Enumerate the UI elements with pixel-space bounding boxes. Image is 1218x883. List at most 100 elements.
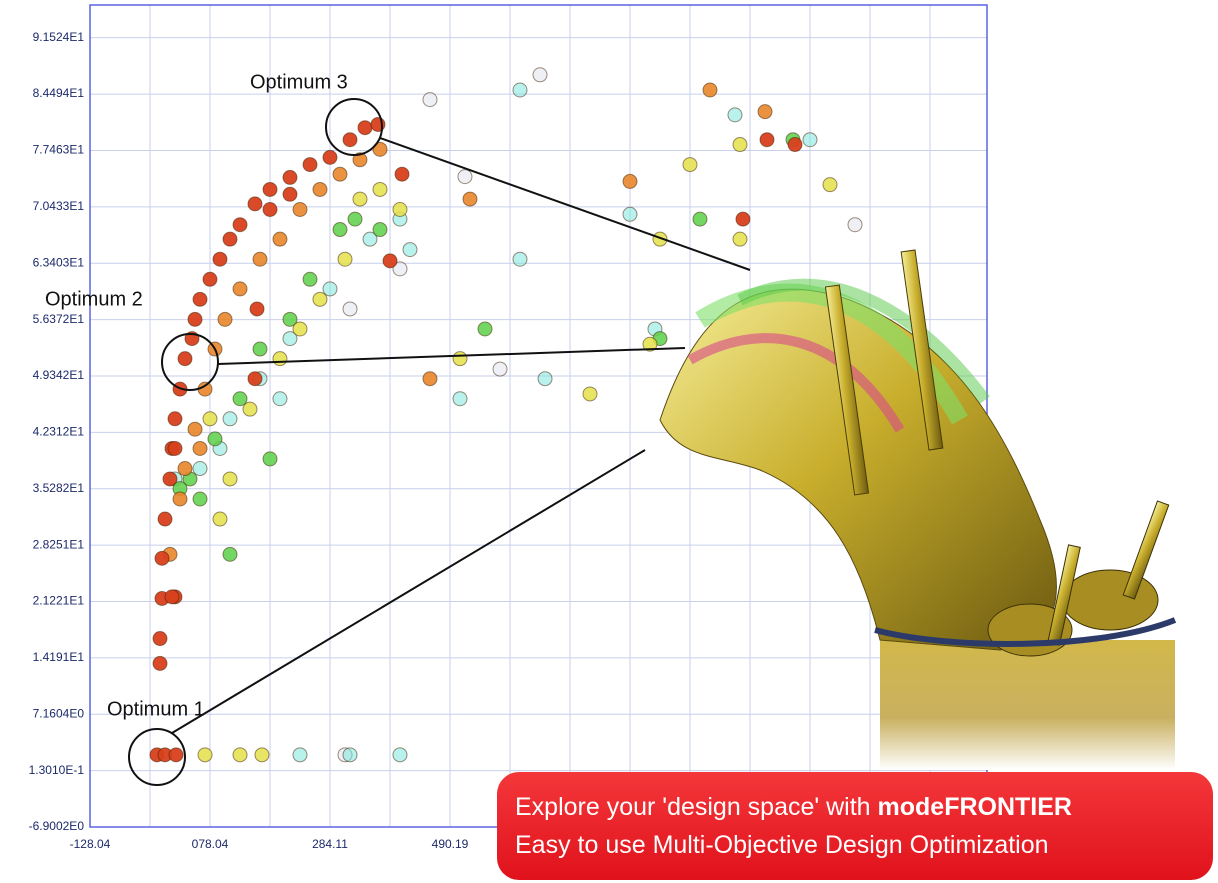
valve-seat xyxy=(1062,570,1158,630)
point xyxy=(373,182,387,196)
point xyxy=(153,632,167,646)
point xyxy=(178,352,192,366)
y-tick-label: 7.0433E1 xyxy=(33,199,85,213)
x-tick-label: 078.04 xyxy=(192,837,229,851)
point xyxy=(193,441,207,455)
y-tick-label: 7.7463E1 xyxy=(33,143,85,157)
point xyxy=(303,158,317,172)
point xyxy=(338,252,352,266)
point xyxy=(188,422,202,436)
annotation-line xyxy=(218,348,685,364)
annotation: Optimum 3 xyxy=(250,71,348,93)
point xyxy=(263,452,277,466)
point xyxy=(760,133,774,147)
ticks: 9.1524E1 8.4494E1 7.7463E1 7.0433E1 6.3403E1… xyxy=(29,30,469,851)
point xyxy=(293,748,307,762)
y-tick-label: 4.9342E1 xyxy=(33,368,85,382)
y-tick-label: 1.3010E-1 xyxy=(29,763,85,777)
point xyxy=(253,252,267,266)
point xyxy=(393,202,407,216)
point xyxy=(513,252,527,266)
point xyxy=(253,342,267,356)
y-tick-label: 8.4494E1 xyxy=(33,86,85,100)
x-tick-label: 284.11 xyxy=(312,837,348,851)
banner-text: Explore your 'design space' with xyxy=(515,793,878,821)
y-tick-label: 3.5282E1 xyxy=(33,481,85,495)
point xyxy=(803,133,817,147)
point xyxy=(223,472,237,486)
point xyxy=(733,232,747,246)
point xyxy=(218,312,232,326)
point xyxy=(383,254,397,268)
point xyxy=(168,412,182,426)
point xyxy=(703,83,717,97)
point xyxy=(513,83,527,97)
point xyxy=(213,252,227,266)
point xyxy=(788,138,802,152)
point xyxy=(423,93,437,107)
chart: 9.1524E1 8.4494E1 7.7463E1 7.0433E1 6.3403E1… xyxy=(0,0,1218,883)
point xyxy=(283,187,297,201)
point xyxy=(165,590,179,604)
point xyxy=(193,492,207,506)
point xyxy=(423,372,437,386)
y-tick-label: 7.1604E0 xyxy=(33,706,85,720)
point xyxy=(313,292,327,306)
point xyxy=(373,223,387,237)
point xyxy=(533,68,547,82)
point xyxy=(169,748,183,762)
point xyxy=(293,322,307,336)
engine-block xyxy=(880,640,1175,770)
point xyxy=(478,322,492,336)
point xyxy=(623,174,637,188)
point xyxy=(583,387,597,401)
point xyxy=(343,748,357,762)
y-tick-label: 5.6372E1 xyxy=(33,312,85,326)
point xyxy=(453,392,467,406)
point xyxy=(395,167,409,181)
point xyxy=(463,192,477,206)
point xyxy=(758,105,772,119)
point xyxy=(223,232,237,246)
point xyxy=(493,362,507,376)
point xyxy=(848,218,862,232)
x-tick-label: -128.04 xyxy=(70,837,111,851)
point xyxy=(158,512,172,526)
point xyxy=(343,302,357,316)
point xyxy=(323,150,337,164)
annotation-line xyxy=(380,138,750,270)
x-tick-label: 490.19 xyxy=(432,837,469,851)
point xyxy=(198,748,212,762)
point xyxy=(353,192,367,206)
point xyxy=(343,133,357,147)
point xyxy=(733,138,747,152)
point xyxy=(303,272,317,286)
point xyxy=(193,462,207,476)
point xyxy=(728,108,742,122)
point xyxy=(248,372,262,386)
y-tick-label: 4.2312E1 xyxy=(33,425,85,439)
annotation: Optimum 1 xyxy=(107,698,205,720)
point xyxy=(173,492,187,506)
point xyxy=(193,292,207,306)
point xyxy=(348,212,362,226)
y-tick-label: 9.1524E1 xyxy=(33,30,85,44)
point xyxy=(358,121,372,135)
y-tick-label: 6.3403E1 xyxy=(33,255,85,269)
point xyxy=(453,352,467,366)
point xyxy=(168,441,182,455)
point xyxy=(273,392,287,406)
point xyxy=(233,218,247,232)
y-tick-label: -6.9002E0 xyxy=(29,819,85,833)
point xyxy=(243,402,257,416)
banner-brand: modeFRONTIER xyxy=(878,793,1072,821)
point xyxy=(323,282,337,296)
point xyxy=(273,352,287,366)
y-tick-label: 2.1221E1 xyxy=(33,594,85,608)
point xyxy=(273,232,287,246)
banner: Explore your 'design space' with modeFRO… xyxy=(497,772,1213,880)
point xyxy=(255,748,269,762)
y-tick-label: 1.4191E1 xyxy=(33,650,85,664)
point xyxy=(223,412,237,426)
point xyxy=(163,472,177,486)
